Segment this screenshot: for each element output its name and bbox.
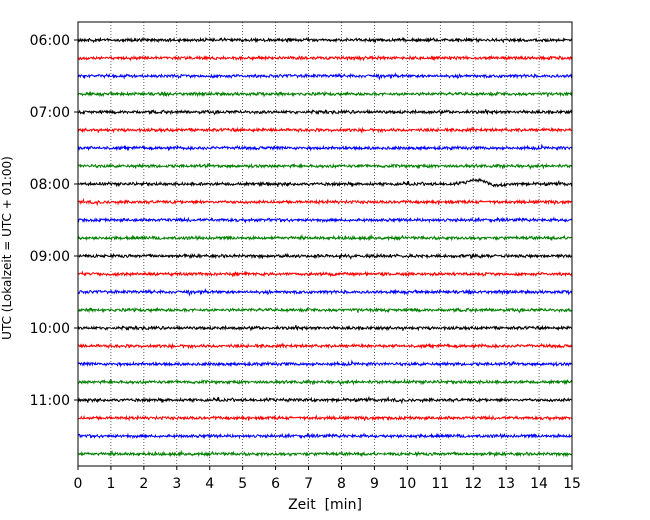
trace-0830: [77, 216, 573, 224]
trace-0845: [77, 233, 573, 242]
x-tick-label-5: 5: [238, 476, 247, 492]
trace-0730: [77, 143, 573, 152]
trace-0600: [77, 36, 573, 44]
trace-1000: [77, 324, 573, 332]
y-axis-ticks: 06:00 07:00 08:00 09:00 10:00 11:00: [30, 33, 78, 409]
trace-0930: [77, 288, 573, 297]
trace-0800: [77, 177, 573, 188]
trace-1015: [77, 342, 573, 350]
trace-1130: [77, 432, 573, 440]
vertical-grid: [110, 22, 540, 466]
y-tick-label-1100: 11:00: [30, 393, 70, 409]
x-tick-label-1: 1: [106, 476, 115, 492]
y-tick-label-0600: 06:00: [30, 33, 70, 49]
x-tick-label-10: 10: [398, 476, 416, 492]
trace-0915: [77, 270, 573, 278]
x-tick-label-15: 15: [563, 476, 581, 492]
trace-0815: [77, 197, 573, 207]
trace-1145: [77, 449, 573, 458]
x-axis-title: Zeit [min]: [288, 497, 362, 513]
x-tick-label-12: 12: [464, 476, 482, 492]
trace-0715: [77, 126, 573, 134]
trace-1030: [77, 359, 573, 368]
x-tick-label-8: 8: [337, 476, 346, 492]
x-tick-label-14: 14: [530, 476, 548, 492]
x-tick-label-11: 11: [431, 476, 449, 492]
x-tick-label-0: 0: [74, 476, 83, 492]
plot-frame: [77, 21, 573, 467]
x-tick-label-3: 3: [172, 476, 181, 492]
x-axis-ticks: 0 1 2 3 4 5 6 7 8 9 10 11 12 13 14 15: [74, 466, 581, 492]
y-axis-title: UTC (Lokalzeit = UTC + 01:00): [0, 156, 14, 340]
trace-0900: [77, 252, 573, 260]
x-tick-label-9: 9: [370, 476, 379, 492]
x-tick-label-7: 7: [304, 476, 313, 492]
y-tick-label-0700: 07:00: [30, 105, 70, 121]
trace-1045: [77, 378, 573, 387]
y-tick-label-1000: 10:00: [30, 321, 70, 337]
trace-1100: [77, 395, 573, 405]
x-tick-label-13: 13: [497, 476, 515, 492]
trace-lines: [77, 36, 573, 458]
x-tick-label-2: 2: [139, 476, 148, 492]
x-tick-label-6: 6: [271, 476, 280, 492]
trace-0615: [77, 54, 573, 62]
trace-0945: [77, 306, 573, 314]
y-tick-label-0900: 09:00: [30, 249, 70, 265]
y-tick-label-0800: 08:00: [30, 177, 70, 193]
trace-0630: [77, 72, 573, 81]
trace-0645: [77, 90, 573, 98]
trace-0745: [77, 162, 573, 171]
trace-0700: [77, 108, 573, 116]
x-tick-label-4: 4: [205, 476, 214, 492]
trace-1115: [77, 414, 573, 422]
